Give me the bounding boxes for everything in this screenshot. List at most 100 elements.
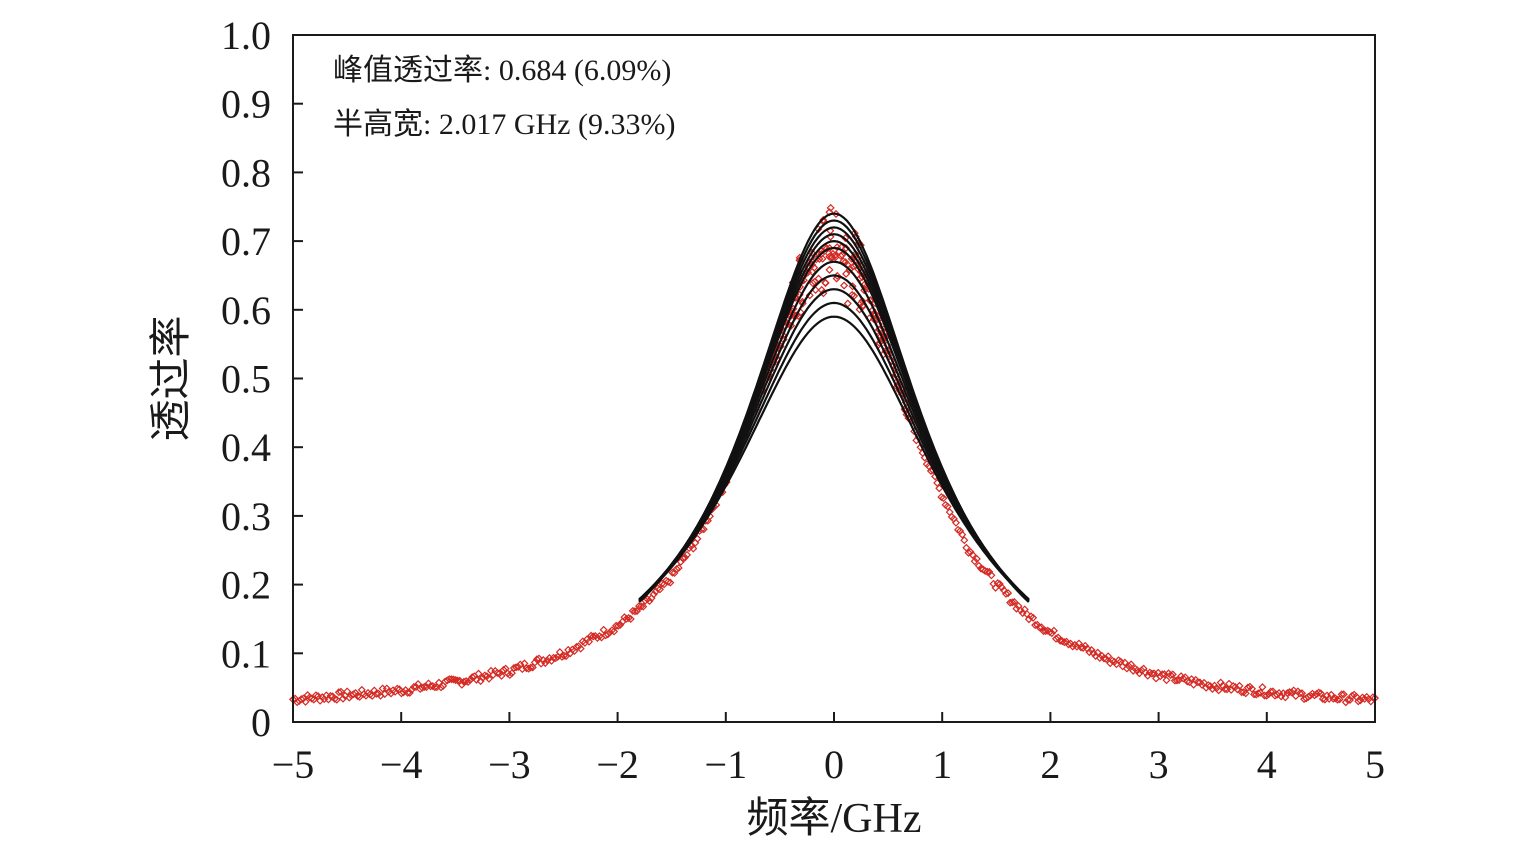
measured-point [1135,669,1144,678]
y-tick-label: 0.3 [221,494,271,539]
measured-point [326,691,335,701]
measured-point [826,203,835,212]
measured-point [1333,695,1342,704]
measured-point [1008,598,1017,607]
measured-point [674,563,683,573]
measured-point [1127,660,1136,669]
measured-point [1262,691,1271,700]
measured-point [645,596,654,606]
measured-point [530,658,539,667]
measured-point [818,254,827,263]
measured-point [480,671,489,680]
measured-point [541,658,550,668]
x-tick-label: −4 [380,742,423,787]
y-tick-label: 0.2 [221,563,271,608]
measured-point [1247,684,1257,693]
measured-point [1337,690,1346,699]
measured-point [616,620,625,629]
measured-point [1354,697,1363,706]
fit-curve [638,239,1030,602]
measured-point [680,553,689,562]
measured-point [1064,640,1073,649]
measured-point [382,684,391,693]
measured-point [1287,688,1296,697]
measured-point [497,671,506,680]
measured-point [892,377,902,386]
x-tick-labels: −5 −4 −3 −2 −1 0 1 2 3 4 5 [272,742,1385,787]
y-tick-label: 0.5 [221,357,271,402]
measured-point [1339,690,1348,699]
measured-point [825,244,834,253]
fit-curves-layer [638,212,1030,603]
measured-point [1093,648,1102,657]
measured-point [970,557,979,566]
measured-point [822,244,831,253]
measured-point [468,673,477,682]
measured-point [484,674,494,683]
measured-point [610,627,619,636]
measured-point [1051,634,1061,643]
measured-point [1035,623,1044,632]
measured-point [1258,683,1267,692]
y-axis-title: 透过率 [148,315,195,441]
measured-point [576,644,585,653]
measured-point [1031,621,1040,630]
measured-point [1343,695,1352,704]
measured-point [357,685,366,694]
measured-point [1060,638,1069,647]
measured-point [345,693,354,702]
measured-point [937,493,946,502]
measured-point [655,585,664,594]
measured-point [1329,694,1338,703]
measured-point [840,281,849,290]
y-tick-label: 0.4 [221,425,271,470]
measured-point [964,548,973,557]
measured-point [821,278,830,287]
x-tick-label: 0 [824,742,844,787]
fwhm-annotation: 半高宽: 2.017 GHz (9.33%) [333,108,675,141]
x-tick-label: −5 [272,742,315,787]
measured-point [589,632,598,641]
measured-point [505,670,514,679]
measured-point [1237,688,1246,697]
measured-point [1120,658,1129,667]
peak-transmission-annotation: 峰值透过率: 0.684 (6.09%) [333,54,671,87]
measured-point [572,642,581,651]
measured-point [1314,688,1323,697]
measured-point [599,625,608,634]
measured-point [584,637,594,646]
measured-point [1204,681,1213,690]
measured-point [1162,676,1171,685]
measured-point [1124,662,1134,671]
x-tick-label: 2 [1040,742,1060,787]
fit-curve [638,226,1030,602]
measured-point [985,567,994,576]
measured-point [983,567,992,576]
measured-point [1197,680,1207,689]
measured-point [972,554,981,563]
measured-point [1304,692,1313,701]
measured-point [461,677,471,686]
measured-point [1243,683,1252,692]
measured-point [311,691,320,700]
fit-curve [638,212,1030,603]
measured-point [607,626,617,635]
measured-point [1137,666,1146,675]
measured-point [518,665,527,674]
measured-point [960,536,969,545]
measured-point [464,677,473,686]
measured-point [1193,678,1202,687]
measured-point [828,253,837,262]
measured-point [411,682,421,691]
measured-point [1216,678,1225,687]
measured-point [472,675,481,684]
measured-point [1045,627,1054,636]
measured-point [870,309,879,318]
y-tick-label: 0.8 [221,150,271,195]
measured-point [349,690,358,699]
y-tick-labels: 0 0.1 0.2 0.3 0.4 0.5 0.6 0.7 0.8 0.9 1.0 [221,13,271,745]
measured-point [307,694,316,703]
measured-point [1047,629,1056,638]
measured-point [299,694,308,703]
